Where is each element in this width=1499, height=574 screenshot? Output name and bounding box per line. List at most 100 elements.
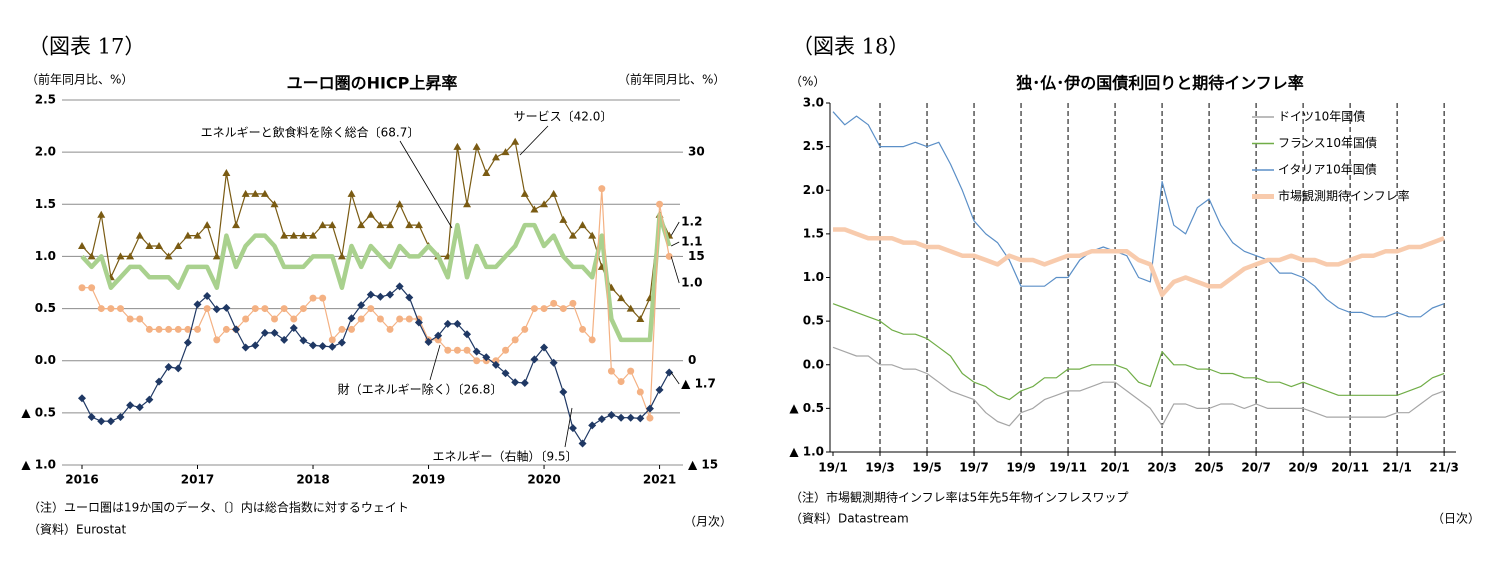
marker — [559, 215, 568, 223]
x-tick-label: 21/1 — [1382, 461, 1411, 475]
y-tick-label: 1.5 — [35, 197, 56, 211]
marker — [550, 299, 558, 307]
marker — [491, 153, 500, 161]
marker — [665, 252, 673, 260]
marker — [453, 319, 462, 328]
marker — [183, 338, 192, 347]
marker — [88, 284, 96, 292]
marker — [348, 325, 356, 333]
x-unit: （日次） — [1432, 512, 1480, 526]
marker — [155, 377, 164, 386]
end-label: 1.2 — [681, 215, 702, 229]
y-tick-label: 2.0 — [803, 183, 824, 197]
y-tick-label: 1.0 — [35, 249, 56, 263]
marker — [174, 242, 183, 249]
marker — [636, 414, 645, 423]
marker — [87, 413, 96, 422]
series-line — [832, 346, 1445, 427]
marker — [656, 200, 664, 208]
marker — [347, 314, 356, 323]
marker — [78, 394, 86, 403]
marker — [117, 305, 125, 313]
marker — [376, 221, 385, 229]
marker — [261, 305, 269, 313]
marker — [473, 357, 481, 365]
x-tick-label: 2016 — [65, 473, 98, 487]
marker — [126, 401, 135, 410]
y2-axis-label: （前年同月比、%） — [618, 72, 725, 87]
marker — [578, 439, 587, 448]
marker — [502, 346, 510, 354]
marker — [174, 325, 182, 333]
source: （資料）Eurostat — [28, 523, 127, 537]
y-tick-label: 1.0 — [803, 270, 824, 284]
marker — [309, 231, 318, 239]
end-label: ▲ 1.7 — [681, 377, 716, 391]
marker — [337, 338, 346, 347]
marker — [309, 294, 317, 302]
marker — [376, 315, 384, 323]
marker — [328, 336, 336, 344]
x-tick-label: 2020 — [527, 473, 560, 487]
marker — [617, 378, 625, 386]
marker — [540, 200, 549, 208]
marker — [338, 325, 346, 333]
source: （資料）Datastream — [790, 512, 909, 526]
marker — [97, 417, 106, 426]
y-tick-label: ▲ 1.0 — [21, 458, 56, 472]
marker — [627, 367, 635, 375]
marker — [395, 200, 404, 208]
marker — [203, 221, 212, 229]
marker — [260, 328, 269, 337]
marker — [318, 221, 327, 229]
marker — [366, 290, 375, 299]
marker — [540, 305, 548, 313]
legend-label: 市場観測期待インフレ率 — [1278, 188, 1410, 203]
leader — [670, 256, 680, 284]
marker — [579, 325, 587, 333]
marker — [155, 325, 163, 333]
marker — [395, 282, 404, 291]
y-tick-label: 0.0 — [35, 353, 56, 367]
marker — [405, 293, 414, 302]
marker — [107, 305, 115, 313]
marker — [126, 252, 135, 260]
marker — [106, 417, 115, 426]
x-tick-label: 2017 — [181, 473, 214, 487]
marker — [357, 221, 366, 229]
marker — [212, 252, 221, 260]
marker — [588, 421, 597, 430]
marker — [222, 169, 231, 176]
marker — [299, 231, 308, 239]
leader — [670, 221, 680, 236]
marker — [328, 221, 337, 229]
annotation-leader — [429, 344, 441, 381]
marker — [646, 414, 654, 422]
marker — [271, 315, 279, 323]
marker — [299, 305, 307, 313]
marker — [414, 221, 423, 229]
marker — [501, 369, 510, 378]
marker — [492, 357, 500, 365]
marker — [463, 346, 471, 354]
annotation: サービス〔42.0〕 — [514, 110, 613, 124]
marker — [116, 413, 125, 422]
marker — [251, 305, 259, 313]
marker — [569, 299, 577, 307]
marker — [309, 341, 318, 350]
marker — [626, 413, 635, 422]
marker — [126, 315, 134, 323]
y-tick-label: 0.5 — [35, 301, 56, 315]
y2-tick-label: 30 — [688, 145, 705, 159]
series-line — [81, 141, 670, 320]
legend-label: ドイツ10年国債 — [1278, 109, 1365, 124]
marker — [636, 388, 644, 396]
marker — [521, 325, 529, 333]
figure-label: （図表 17） — [28, 35, 145, 59]
marker — [511, 336, 519, 344]
marker — [511, 137, 520, 145]
y-tick-label: 3.0 — [803, 96, 824, 110]
marker — [549, 189, 558, 197]
marker — [319, 294, 327, 302]
